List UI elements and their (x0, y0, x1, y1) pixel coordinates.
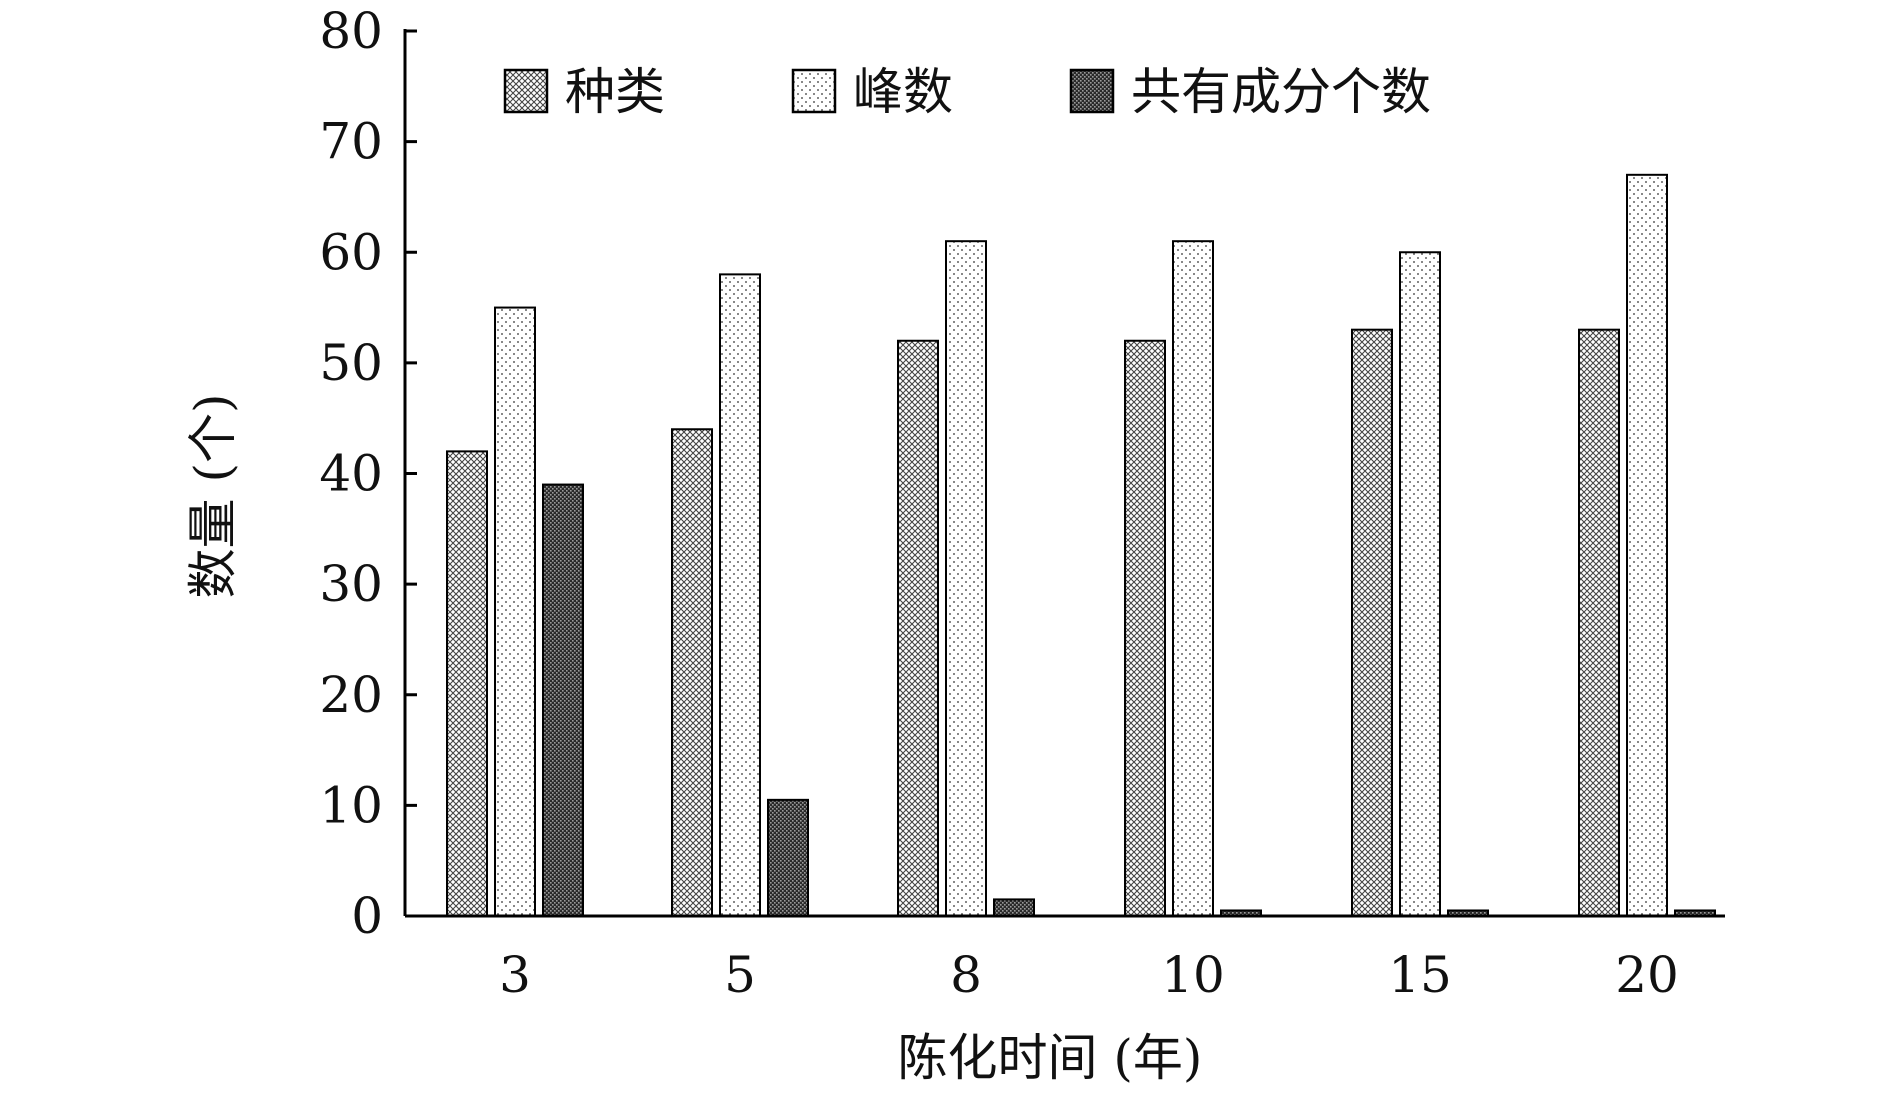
x-tick-label: 15 (1388, 946, 1452, 1004)
bar-峰数-5 (719, 273, 761, 917)
legend-label-种类: 种类 (565, 63, 665, 121)
x-tick-label: 8 (950, 946, 982, 1004)
bar-种类-20 (1578, 328, 1620, 917)
bar-峰数-10 (1172, 240, 1214, 917)
bar-种类-5 (671, 428, 713, 917)
legend: 种类 峰数 共有成分个数 (503, 63, 1431, 121)
x-tick-label: 3 (499, 946, 531, 1004)
bars-layer (446, 173, 1716, 917)
bar-共有成分个数-5 (767, 798, 809, 917)
y-tick-label: 70 (319, 113, 383, 171)
y-tick-label: 0 (351, 887, 383, 945)
legend-swatch-种类 (503, 68, 549, 114)
axes-layer: 0 10 20 30 40 50 60 70 80 3 5 8 10 15 20 (319, 2, 1725, 1004)
bar-峰数-8 (945, 240, 987, 917)
y-tick-label: 20 (319, 666, 383, 724)
y-tick-label: 50 (319, 334, 383, 392)
x-axis-label: 陈化时间 (年) (898, 1029, 1203, 1087)
legend-swatch-共有成分个数 (1069, 68, 1115, 114)
y-tick-label: 10 (319, 776, 383, 834)
x-tick-label: 10 (1161, 946, 1225, 1004)
bar-共有成分个数-8 (993, 898, 1035, 917)
bar-种类-15 (1351, 328, 1393, 917)
legend-swatch-峰数 (791, 68, 837, 114)
bar-峰数-20 (1626, 173, 1668, 917)
x-tick-label: 5 (724, 946, 756, 1004)
y-tick-label: 40 (319, 445, 383, 503)
bar-种类-8 (897, 339, 939, 917)
y-tick-label: 30 (319, 555, 383, 613)
y-tick-label: 60 (319, 223, 383, 281)
y-axis-label: 数量 (个) (184, 394, 242, 599)
x-tick-label: 20 (1615, 946, 1679, 1004)
legend-label-共有成分个数: 共有成分个数 (1131, 63, 1431, 121)
y-tick-label: 80 (319, 2, 383, 60)
legend-label-峰数: 峰数 (853, 63, 953, 121)
bar-峰数-15 (1399, 251, 1441, 917)
bar-种类-3 (446, 450, 488, 917)
bar-峰数-3 (494, 306, 536, 917)
bar-种类-10 (1124, 339, 1166, 917)
bar-共有成分个数-3 (542, 483, 584, 917)
